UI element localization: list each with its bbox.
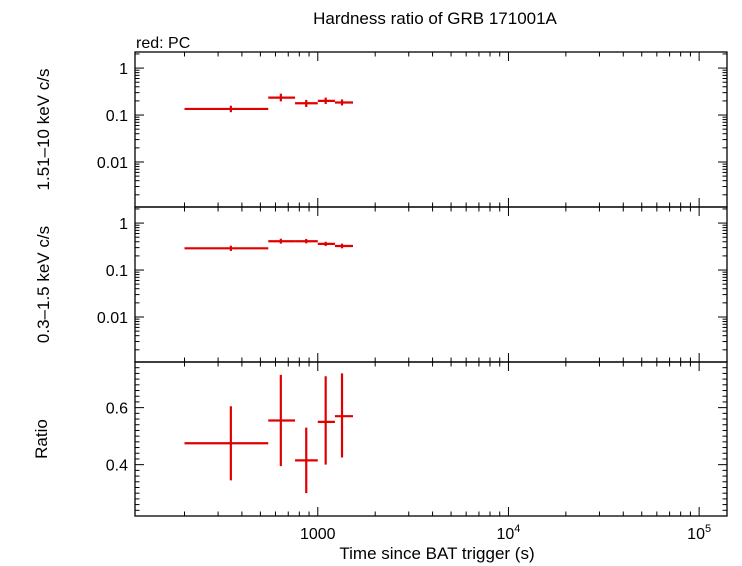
data-point — [184, 245, 269, 251]
data-point — [334, 99, 354, 106]
data-point — [268, 93, 296, 102]
panel-middle: 1 0.1 0.01 0.3–1.5 keV c/s — [34, 206, 728, 363]
panel-frame — [134, 51, 728, 208]
x-tick-label: 1000 — [300, 526, 336, 543]
data-point — [317, 241, 335, 246]
x-axis-label: Time since BAT trigger (s) — [339, 544, 534, 563]
panel-frame — [134, 361, 728, 517]
y-axis-label: 0.3–1.5 keV c/s — [34, 226, 53, 343]
legend-note: red: PC — [136, 35, 190, 52]
data-point — [334, 373, 354, 458]
figure-title: Hardness ratio of GRB 171001A — [313, 9, 557, 28]
y-tick-label: 0.01 — [97, 310, 128, 327]
y-tick-label: 1 — [119, 216, 128, 233]
data-point — [184, 105, 269, 113]
y-tick-label: 1 — [119, 61, 128, 78]
y-axis-label: 1.51–10 keV c/s — [34, 69, 53, 191]
data-point — [268, 238, 296, 244]
panels: 1 0.1 0.01 1.51–10 keV c/s 1 0.1 0.01 0.3–1.5 k… — [32, 51, 728, 543]
x-tick-label: 105 — [687, 523, 711, 543]
y-tick-label: 0.1 — [106, 263, 128, 280]
panel-frame — [134, 206, 728, 363]
y-tick-label: 0.6 — [106, 401, 128, 418]
x-tick-label: 104 — [496, 523, 520, 543]
y-tick-label: 0.1 — [106, 108, 128, 125]
panel-bottom: 0.6 0.4 Ratio 1000 104 105 — [32, 361, 728, 543]
data-point — [317, 376, 335, 465]
data-point — [295, 238, 318, 244]
data-point — [295, 427, 318, 494]
y-axis-label: Ratio — [32, 419, 51, 459]
y-tick-label: 0.01 — [97, 155, 128, 172]
panel-top: 1 0.1 0.01 1.51–10 keV c/s — [34, 51, 728, 208]
data-point — [295, 99, 318, 108]
y-tick-label: 0.4 — [106, 458, 128, 475]
data-point — [184, 406, 269, 481]
data-point — [317, 97, 335, 104]
data-point — [334, 243, 354, 249]
data-point — [268, 374, 296, 467]
